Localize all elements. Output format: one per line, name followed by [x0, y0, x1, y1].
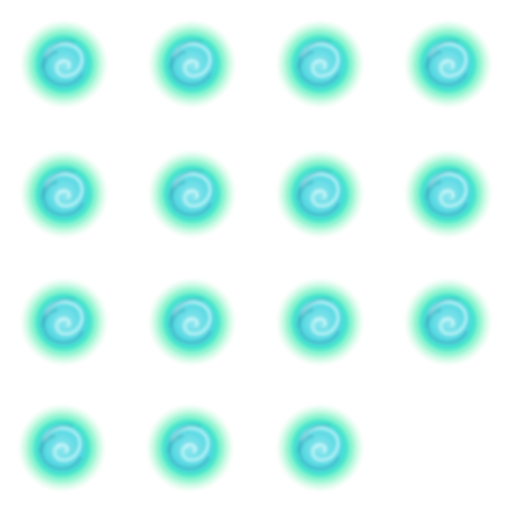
orb: [146, 276, 238, 368]
orb: [274, 148, 366, 240]
orb: [146, 18, 238, 110]
orb: [18, 276, 110, 368]
orb: [16, 402, 108, 494]
orb: [144, 402, 236, 494]
orb: [146, 148, 238, 240]
orb: [274, 18, 366, 110]
orb: [274, 276, 366, 368]
orb: [18, 148, 110, 240]
orb: [18, 18, 110, 110]
orb: [402, 18, 494, 110]
orb: [274, 402, 366, 494]
orb: [402, 148, 494, 240]
orb: [402, 276, 494, 368]
